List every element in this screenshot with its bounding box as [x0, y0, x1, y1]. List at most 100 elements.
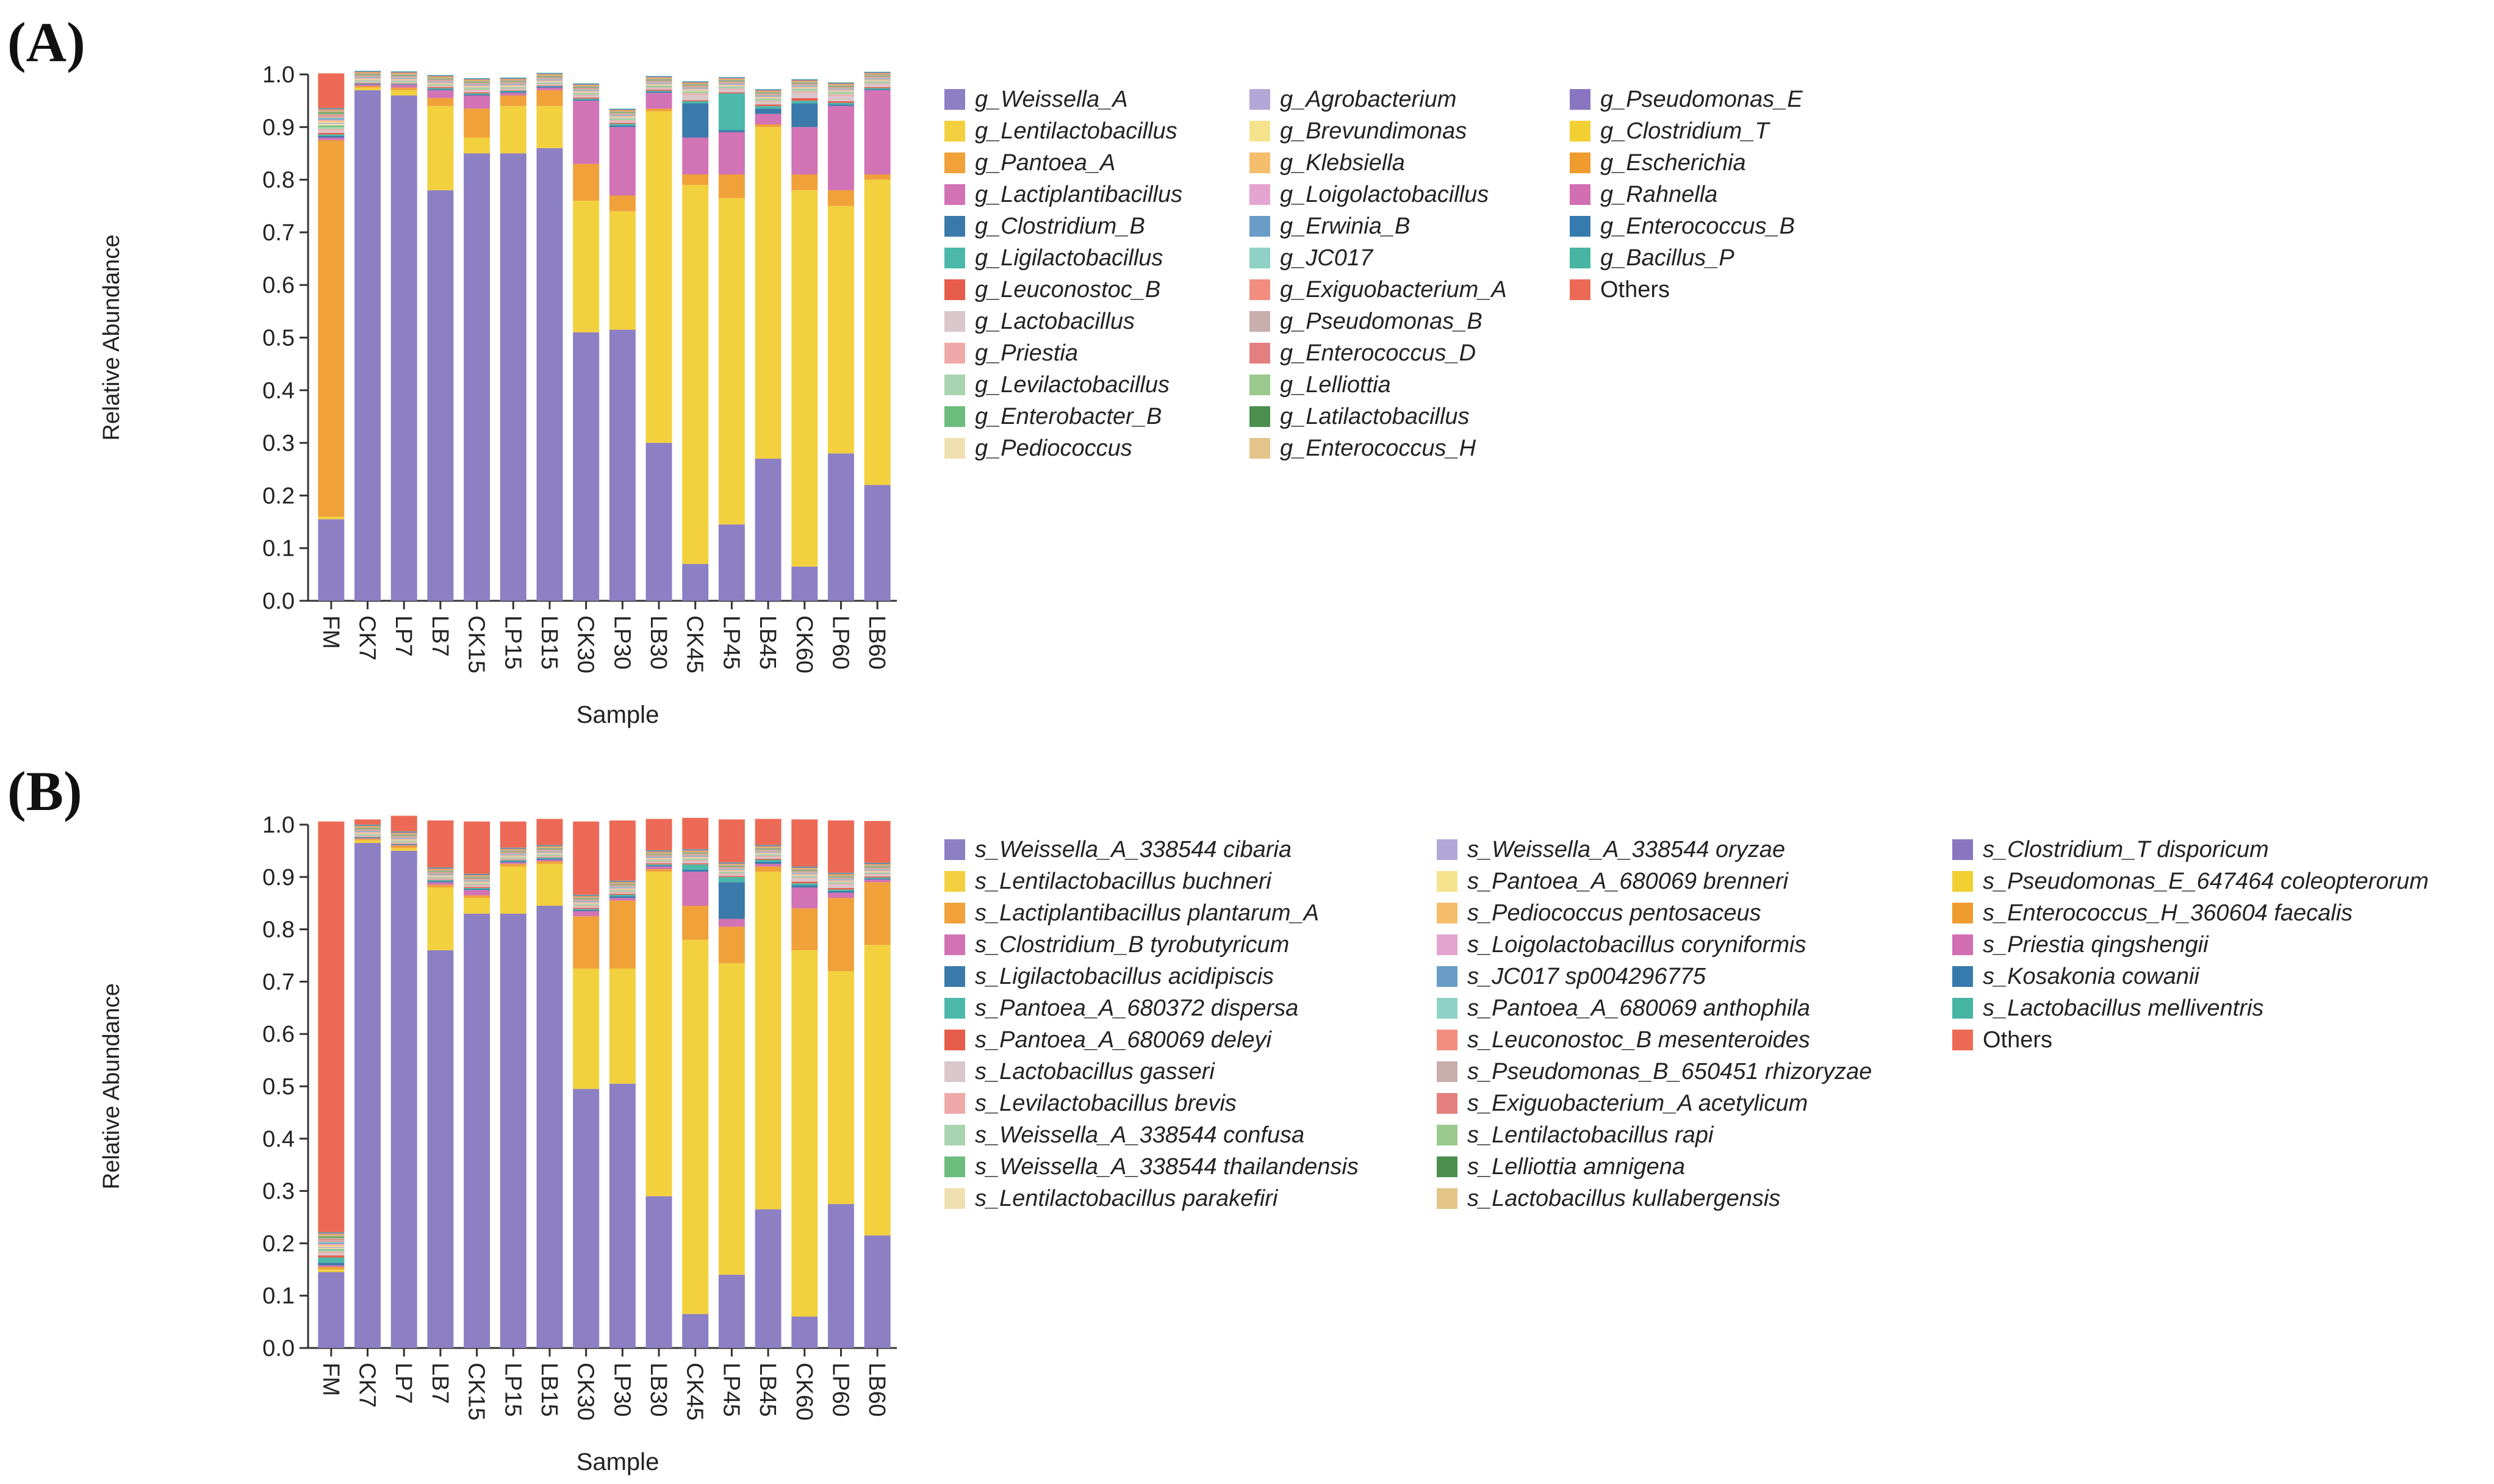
bar-segment: [464, 913, 491, 1348]
bar-segment: [500, 848, 526, 850]
bar-segment: [427, 74, 454, 76]
bar-segment: [645, 78, 672, 79]
bar-segment: [645, 88, 672, 90]
bar-segment: [500, 81, 526, 82]
bar-segment: [864, 871, 891, 872]
legend-swatch: [1249, 184, 1270, 205]
bar-segment: [573, 96, 600, 98]
bar-segment: [682, 858, 709, 859]
bar-segment: [318, 1233, 345, 1235]
bar-segment: [390, 71, 417, 72]
bar-segment: [354, 74, 381, 76]
bar-segment: [682, 869, 709, 872]
legend-item: s_Pediococcus pentosaceus: [1437, 900, 1761, 926]
bar-segment: [536, 819, 563, 845]
bar-segment: [609, 125, 636, 127]
legend-swatch: [944, 1061, 965, 1082]
bar-segment: [755, 819, 782, 845]
x-tick-label: CK30: [573, 615, 598, 673]
bar-segment: [755, 845, 782, 847]
bar-segment: [864, 865, 891, 866]
legend-swatch: [944, 152, 965, 173]
bar-segment: [609, 884, 636, 886]
bar-segment: [354, 836, 381, 837]
bar-segment: [318, 137, 345, 140]
bar-segment: [827, 898, 854, 972]
bar-segment: [354, 837, 381, 838]
bar-segment: [464, 883, 491, 884]
bar-segment: [645, 853, 672, 855]
legend-swatch: [1249, 406, 1270, 427]
bar-segment: [682, 860, 709, 862]
bar-segment: [827, 889, 854, 891]
panel-label: (A): [7, 11, 85, 73]
legend-swatch: [1437, 871, 1457, 892]
x-tick-label: LB30: [645, 1363, 671, 1417]
bar-segment: [390, 82, 417, 83]
bar-segment: [755, 99, 782, 100]
bar-segment: [464, 90, 491, 91]
bar-segment: [864, 875, 891, 876]
bar-segment: [536, 857, 563, 858]
bar-segment: [755, 101, 782, 102]
bar-segment: [864, 880, 891, 883]
bar-segment: [427, 872, 454, 873]
bar-segment: [645, 865, 672, 867]
bar-segment: [682, 857, 709, 858]
legend-label: s_Pediococcus pentosaceus: [1467, 900, 1761, 926]
bar-segment: [718, 198, 745, 525]
bar-segment: [645, 850, 672, 851]
bar-segment: [500, 861, 526, 862]
legend-label: s_Lactiplantibacillus plantarum_A: [975, 900, 1319, 926]
bar-segment: [682, 863, 709, 865]
bar-segment: [645, 866, 672, 869]
bar-segment: [427, 78, 454, 79]
legend-item: s_Levilactobacillus brevis: [944, 1091, 1237, 1116]
legend-label: g_Pantoea_A: [975, 150, 1115, 176]
bar-segment: [755, 866, 782, 872]
bar-segment: [536, 74, 563, 75]
bar-segment: [536, 81, 563, 82]
bar-segment: [791, 873, 818, 874]
bar-segment: [573, 91, 600, 92]
bar-segment: [573, 895, 600, 896]
bar-segment: [755, 872, 782, 1210]
legend-label: g_Lactiplantibacillus: [975, 182, 1182, 207]
bar-segment: [573, 84, 600, 85]
bar-segment: [354, 827, 381, 828]
bar-segment: [645, 91, 672, 93]
bar-segment: [573, 85, 600, 86]
bar-segment: [500, 93, 526, 96]
bar-segment: [354, 84, 381, 85]
bar-segment: [682, 859, 709, 860]
bar-segment: [318, 1255, 345, 1258]
bar-segment: [718, 84, 745, 85]
bar-segment: [718, 927, 745, 964]
bar-segment: [573, 898, 600, 900]
bar-segment: [354, 71, 381, 72]
bar-segment: [573, 909, 600, 911]
bar-segment: [318, 1246, 345, 1247]
legend-swatch: [944, 248, 965, 268]
bar-segment: [390, 850, 417, 1348]
bar-segment: [827, 90, 854, 91]
legend-swatch: [944, 998, 965, 1019]
x-tick-label: LP15: [500, 1363, 525, 1417]
bar-segment: [645, 85, 672, 87]
legend-label: s_Weissella_A_338544 oryzae: [1467, 837, 1785, 862]
bar-segment: [500, 859, 526, 860]
bar-segment: [354, 81, 381, 82]
bar-segment: [791, 85, 818, 87]
bar-segment: [864, 869, 891, 870]
bar-segment: [464, 88, 491, 90]
legend-item: s_Weissella_A_338544 cibaria: [944, 837, 1292, 862]
bar-segment: [645, 861, 672, 862]
bar-segment: [864, 87, 891, 88]
bar-segment: [427, 79, 454, 80]
legend-item: g_JC017: [1249, 245, 1374, 271]
bar-segment: [609, 898, 636, 901]
legend-item: s_Lentilactobacillus parakefiri: [944, 1186, 1279, 1211]
bar-segment: [755, 856, 782, 858]
bar-segment: [827, 96, 854, 102]
bar-segment: [864, 77, 891, 79]
